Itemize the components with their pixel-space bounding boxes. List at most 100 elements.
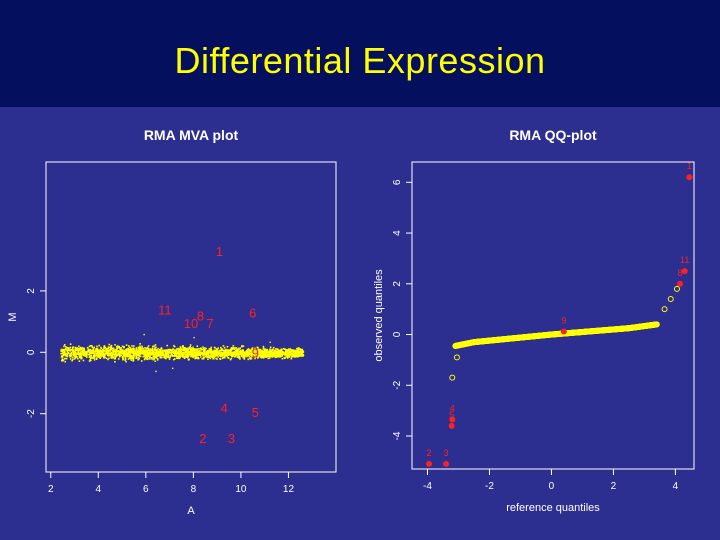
- data-point: [250, 356, 252, 359]
- data-point: [119, 348, 121, 351]
- data-point: [174, 358, 176, 360]
- data-point: [223, 346, 226, 349]
- data-point: [152, 345, 154, 348]
- data-point: [137, 351, 140, 354]
- data-point: [93, 355, 96, 357]
- point-label: 8: [678, 268, 683, 278]
- point-label: 9: [561, 315, 566, 325]
- data-point: [103, 354, 105, 357]
- data-point: [128, 353, 131, 355]
- data-point: [69, 346, 72, 349]
- data-point: [166, 344, 168, 347]
- data-point: [109, 352, 112, 354]
- data-point: [233, 351, 235, 353]
- data-point: [70, 355, 72, 357]
- data-point: [204, 349, 206, 351]
- data-point: [102, 351, 105, 354]
- data-point: [78, 355, 81, 358]
- data-point: [140, 347, 142, 350]
- data-point: [263, 350, 265, 353]
- point-label: 2: [199, 431, 206, 446]
- data-point: [186, 353, 189, 355]
- data-point: [86, 356, 88, 359]
- data-point: [196, 352, 199, 354]
- data-point: [137, 357, 140, 359]
- data-point: [129, 348, 132, 351]
- data-point: [164, 357, 167, 360]
- data-point: [114, 356, 117, 358]
- data-point: [214, 354, 217, 357]
- data-point: [296, 350, 299, 352]
- data-point: [216, 351, 219, 354]
- data-point: [179, 347, 182, 349]
- data-point: [251, 351, 253, 353]
- data-point: [77, 352, 79, 355]
- data-point: [164, 349, 166, 352]
- data-point: [122, 353, 124, 355]
- data-point: [249, 349, 251, 351]
- data-point: [202, 357, 205, 360]
- data-point: [277, 352, 280, 355]
- data-point: [237, 356, 240, 358]
- data-point: [63, 354, 66, 356]
- data-point: [129, 348, 131, 351]
- data-point: [269, 353, 272, 355]
- data-point: [262, 354, 265, 356]
- data-point: [125, 348, 128, 350]
- data-point: [71, 359, 73, 362]
- data-point: [66, 349, 68, 352]
- data-point: [108, 349, 111, 351]
- data-point: [234, 353, 236, 356]
- data-point: [268, 350, 271, 352]
- data-point: [105, 352, 108, 355]
- data-point: [72, 346, 75, 348]
- data-point: [222, 353, 225, 355]
- data-point: [139, 346, 141, 349]
- data-point: [69, 358, 72, 360]
- data-point: [281, 355, 284, 357]
- data-point: [266, 355, 269, 358]
- data-point: [290, 348, 292, 351]
- data-point: [132, 351, 134, 353]
- data-point: [72, 358, 74, 361]
- data-point: [143, 351, 146, 353]
- data-point: [183, 353, 186, 355]
- data-point: [169, 356, 171, 358]
- data-point: [169, 351, 172, 354]
- data-point: [251, 353, 254, 356]
- data-point: [275, 351, 278, 354]
- data-point: [294, 355, 296, 358]
- data-point: [146, 356, 149, 358]
- data-point: [155, 348, 158, 351]
- data-point: [300, 349, 302, 352]
- data-point: [216, 353, 218, 356]
- data-point: [98, 352, 101, 354]
- data-point: [78, 352, 81, 355]
- y-tick-label: 0: [26, 349, 37, 355]
- data-point: [222, 353, 225, 356]
- data-point: [63, 357, 66, 360]
- plot-frame: [411, 161, 695, 470]
- data-point: [302, 350, 304, 352]
- data-point: [196, 350, 198, 353]
- data-point: [182, 345, 184, 347]
- data-point: [118, 351, 120, 354]
- data-point: [120, 349, 123, 351]
- data-point: [114, 353, 117, 356]
- data-point: [131, 356, 134, 359]
- data-point: [76, 347, 79, 349]
- data-point: [114, 360, 116, 363]
- data-point: [264, 351, 267, 354]
- data-point: [267, 357, 270, 360]
- data-point: [191, 348, 194, 351]
- data-point: [227, 357, 230, 359]
- data-point: [122, 349, 124, 352]
- data-point: [110, 353, 112, 356]
- data-point: [144, 349, 147, 351]
- data-point: [240, 353, 242, 356]
- data-point: [73, 351, 76, 353]
- data-point: [210, 346, 213, 349]
- data-point: [64, 360, 67, 363]
- data-point: [99, 357, 101, 359]
